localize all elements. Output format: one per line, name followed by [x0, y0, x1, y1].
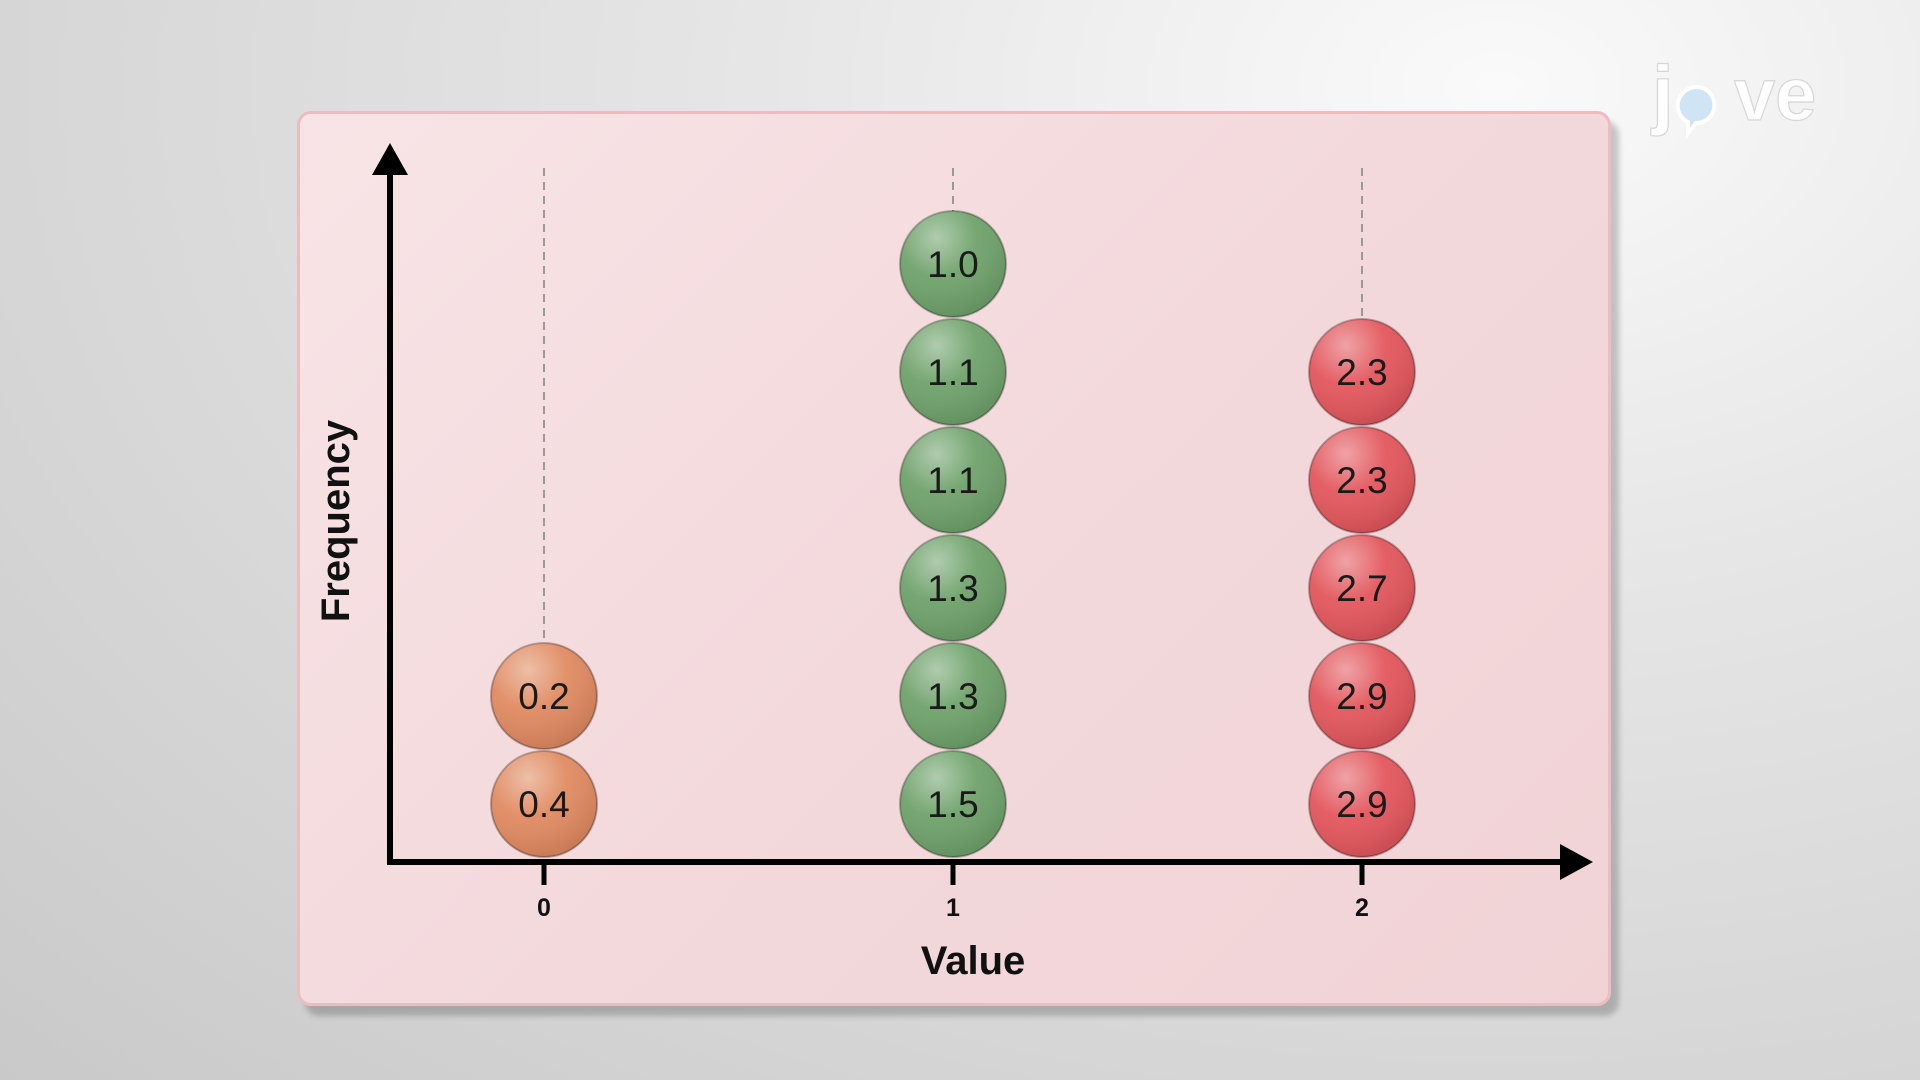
y-axis-label: Frequency [314, 419, 358, 622]
data-point-shine [491, 751, 597, 857]
data-point-label: 0.2 [518, 676, 569, 717]
x-axis-arrow [1560, 844, 1593, 880]
svg-text:j: j [1650, 52, 1674, 137]
data-point-label: 1.0 [927, 244, 978, 285]
data-point-label: 2.3 [1336, 460, 1387, 501]
data-point-label: 2.9 [1336, 676, 1387, 717]
data-point-label: 1.5 [927, 784, 978, 825]
x-ticks: 0 1 2 [537, 862, 1369, 922]
data-point-label: 1.1 [927, 352, 978, 393]
data-point-shine [1309, 643, 1415, 749]
data-point-shine [1309, 319, 1415, 425]
data-point-shine [491, 643, 597, 749]
svg-text:ve: ve [1734, 53, 1816, 136]
x-axis-label: Value [921, 939, 1026, 983]
x-tick-label: 1 [946, 894, 960, 922]
data-point-shine [900, 535, 1006, 641]
data-point-label: 0.4 [518, 784, 569, 825]
y-axis-arrow [372, 143, 408, 175]
x-tick-label: 2 [1355, 894, 1369, 922]
data-point-shine [1309, 751, 1415, 857]
data-point-shine [900, 427, 1006, 533]
data-point-label: 1.3 [927, 568, 978, 609]
data-point-shine [900, 211, 1006, 317]
jove-logo: j ve [1650, 52, 1817, 139]
data-point-label: 1.3 [927, 676, 978, 717]
data-point-label: 2.7 [1336, 568, 1387, 609]
data-point-shine [900, 751, 1006, 857]
data-points: 0.4 0.2 1.5 1.3 1.3 1.1 1.1 1.0 2.9 2.9 2.7 2.3 2.3 [490, 210, 1416, 858]
data-point-label: 2.9 [1336, 784, 1387, 825]
data-point-shine [900, 643, 1006, 749]
data-point-shine [1309, 535, 1415, 641]
data-point-label: 1.1 [927, 460, 978, 501]
data-point-label: 2.3 [1336, 352, 1387, 393]
data-point-shine [1309, 427, 1415, 533]
x-tick-label: 0 [537, 894, 551, 922]
data-point-shine [900, 319, 1006, 425]
guide-lines [543, 168, 1363, 643]
